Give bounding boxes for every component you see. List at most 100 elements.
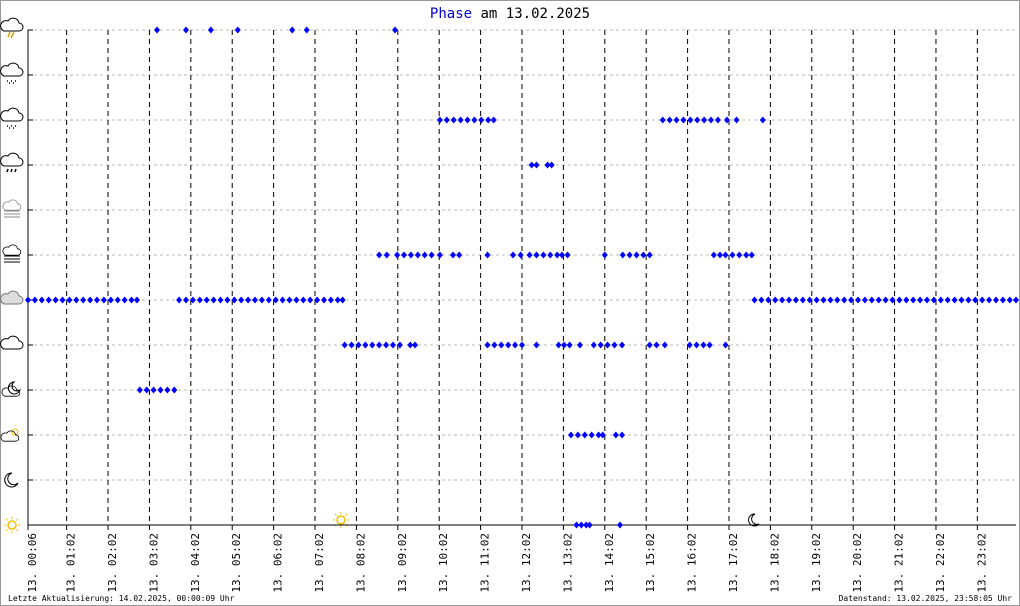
cloud — [2, 244, 22, 256]
data-point — [882, 296, 889, 304]
data-point — [471, 116, 478, 124]
data-point — [701, 116, 708, 124]
data-point — [736, 251, 743, 259]
data-point — [937, 296, 944, 304]
data-point — [700, 341, 707, 349]
data-point — [66, 296, 73, 304]
data-point — [917, 296, 924, 304]
x-tick-label: 13. 21:02 — [893, 533, 906, 593]
data-point — [661, 341, 668, 349]
data-point — [258, 296, 265, 304]
data-point — [848, 296, 855, 304]
x-tick-label: 13. 08:02 — [354, 533, 367, 593]
y-icon — [4, 472, 19, 488]
data-point — [1006, 296, 1013, 304]
chart-title: Phase am 13.02.2025 — [430, 6, 590, 22]
cloud — [0, 107, 24, 122]
cloud — [0, 430, 20, 442]
data-point — [599, 431, 606, 439]
x-tick-label: 13. 18:02 — [768, 533, 781, 593]
data-point — [157, 386, 164, 394]
data-point — [951, 296, 958, 304]
data-point — [389, 341, 396, 349]
data-point — [680, 116, 687, 124]
data-point — [182, 26, 189, 34]
data-point — [751, 296, 758, 304]
data-point — [646, 251, 653, 259]
data-point — [383, 341, 390, 349]
data-point — [25, 296, 31, 304]
data-point — [561, 341, 568, 349]
x-tick-label: 13. 14:02 — [603, 533, 616, 593]
data-point — [611, 341, 618, 349]
data-point — [583, 521, 590, 529]
data-point — [813, 296, 820, 304]
footer-left: Letzte Aktualisierung: 14.02.2025, 00:00… — [8, 594, 235, 603]
cloud — [2, 199, 22, 211]
data-point — [457, 116, 464, 124]
cloud — [0, 17, 24, 32]
data-point — [412, 341, 419, 349]
cloud — [1, 385, 21, 397]
data-point — [401, 251, 408, 259]
data-point — [443, 116, 450, 124]
data-point — [505, 341, 512, 349]
x-tick-label: 13. 07:02 — [313, 533, 326, 593]
data-point — [533, 341, 540, 349]
data-point — [528, 161, 535, 169]
data-point — [930, 296, 937, 304]
data-point — [758, 296, 765, 304]
data-point — [673, 116, 680, 124]
data-point — [619, 431, 626, 439]
data-point — [567, 431, 574, 439]
data-point — [289, 26, 296, 34]
data-point — [619, 251, 626, 259]
data-point — [706, 341, 713, 349]
data-point — [903, 296, 910, 304]
x-tick-label: 13. 09:02 — [396, 533, 409, 593]
data-point — [498, 341, 505, 349]
data-point — [362, 341, 369, 349]
data-point — [52, 296, 59, 304]
data-point — [341, 341, 348, 349]
cloud — [0, 290, 24, 305]
data-point — [491, 341, 498, 349]
data-point — [616, 521, 623, 529]
data-point — [710, 251, 717, 259]
data-point — [972, 296, 979, 304]
y-icon — [0, 62, 24, 84]
x-tick-label: 13. 11:02 — [479, 533, 492, 593]
y-icon — [4, 517, 20, 533]
data-point — [421, 251, 428, 259]
data-point — [464, 116, 471, 124]
data-point — [659, 116, 666, 124]
data-point — [986, 296, 993, 304]
x-tick-label: 13. 17:02 — [727, 533, 740, 593]
data-point — [107, 296, 114, 304]
data-point — [533, 161, 540, 169]
data-point — [759, 116, 766, 124]
footer-right: Datenstand: 13.02.2025, 23:58:05 Uhr — [839, 594, 1013, 603]
data-point — [687, 116, 694, 124]
data-point — [154, 26, 161, 34]
data-point — [581, 431, 588, 439]
data-point — [251, 296, 258, 304]
data-point — [355, 341, 362, 349]
data-point — [87, 296, 94, 304]
data-point — [733, 116, 740, 124]
data-point — [272, 296, 279, 304]
data-point — [490, 116, 497, 124]
data-point — [640, 251, 647, 259]
data-point — [708, 116, 715, 124]
x-tick-label: 13. 01:02 — [65, 533, 78, 593]
x-tick-label: 13. 16:02 — [686, 533, 699, 593]
data-point — [646, 341, 653, 349]
fog — [4, 210, 20, 218]
data-point — [979, 296, 986, 304]
data-point — [792, 296, 799, 304]
y-icon — [0, 107, 24, 129]
data-point — [171, 386, 178, 394]
data-point — [327, 296, 334, 304]
